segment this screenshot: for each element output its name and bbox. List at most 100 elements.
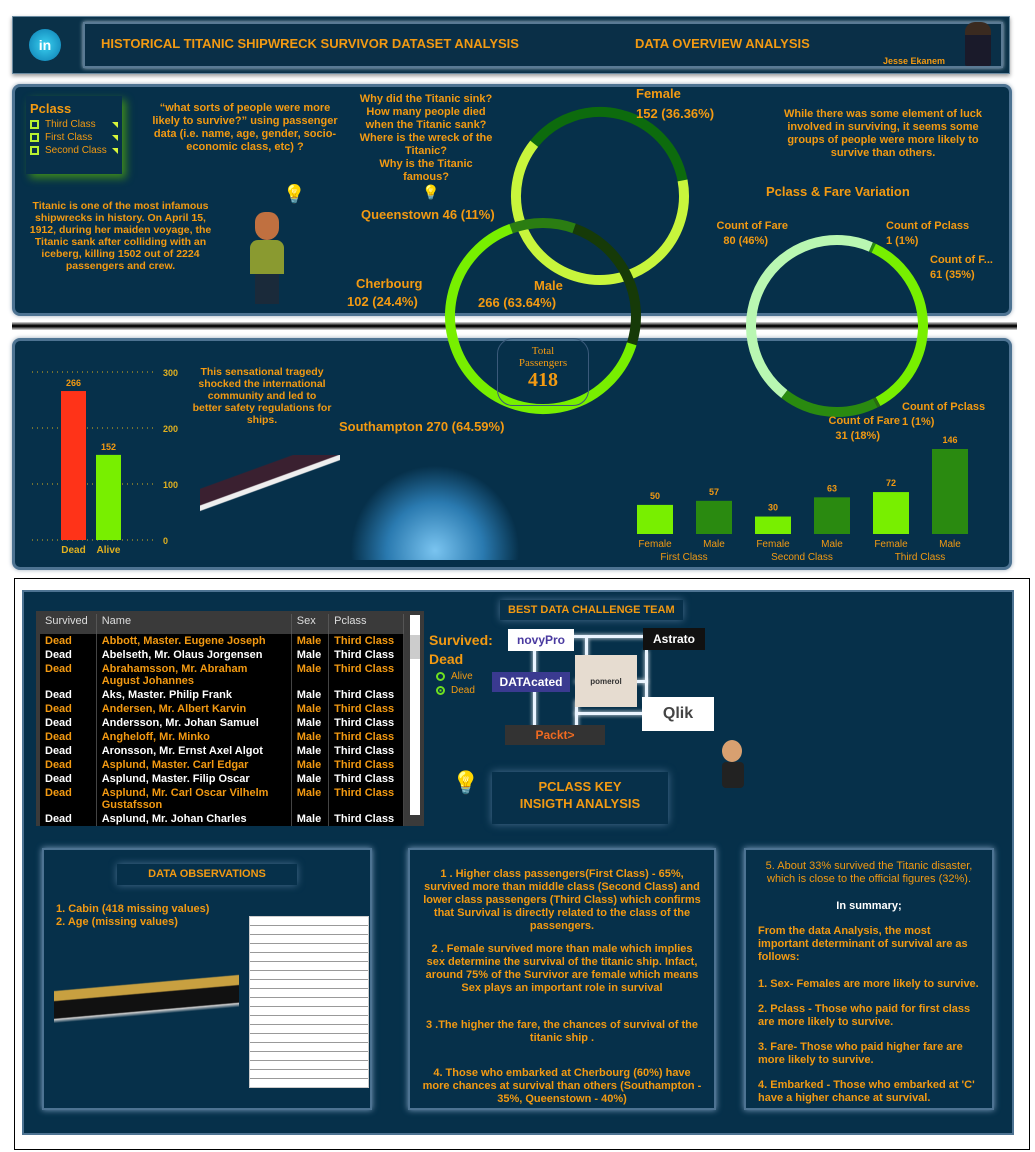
- survived-filter-value: Dead: [429, 651, 464, 667]
- table-row[interactable]: Dead Abelseth, Mr. Olaus Jorgensen Male Thi…: [40, 648, 404, 662]
- table-row[interactable]: Dead Aronsson, Mr. Ernst Axel Algot Male Th…: [40, 744, 404, 758]
- bar-pclass-sex[interactable]: [696, 500, 732, 534]
- table-row[interactable]: Dead Asplund, Master. Filip Oscar Male Thir…: [40, 772, 404, 786]
- summary-point: 2. Pclass - Those who paid for first cla…: [758, 1003, 971, 1028]
- fare-slice[interactable]: [868, 242, 876, 253]
- radio-alive[interactable]: Alive: [428, 671, 475, 682]
- table-cell: Dead: [40, 772, 97, 786]
- corner-marker-icon: [112, 134, 118, 141]
- table-cell: Male: [291, 662, 330, 688]
- bar-pclass-sex[interactable]: [873, 492, 909, 534]
- table-cell: Third Class: [328, 758, 404, 772]
- radio-icon: [436, 686, 445, 695]
- bar-alive[interactable]: [96, 454, 121, 540]
- table-cell: Dead: [40, 702, 97, 716]
- luck-text: While there was some element of luck inv…: [783, 108, 983, 159]
- chart-label: 31 (18%): [835, 430, 880, 442]
- table-cell: Third Class: [328, 716, 404, 730]
- lightbulb-icon: 💡: [283, 184, 306, 204]
- table-cell: Abrahamsson, Mr. Abraham August Johannes: [96, 662, 292, 688]
- team-logo: Qlik: [642, 697, 714, 731]
- table-row[interactable]: Dead Angheloff, Mr. Minko Male Third Class: [40, 730, 404, 744]
- finding-text: 1 . Higher class passengers(First Class)…: [423, 868, 701, 932]
- radio-dead[interactable]: Dead: [428, 685, 475, 696]
- team-logo: Packt>: [505, 725, 605, 745]
- radio-label: Dead: [451, 685, 475, 696]
- embarked-slice[interactable]: [445, 223, 637, 414]
- fare-slice[interactable]: [746, 235, 873, 398]
- chart-label: Second Class: [771, 552, 833, 563]
- chart-label: Male: [939, 539, 961, 550]
- embarked-slice[interactable]: [509, 218, 576, 234]
- table-cell: Dead: [40, 812, 97, 826]
- chart-label: Count of Pclass: [902, 401, 985, 413]
- page-subtitle: DATA OVERVIEW ANALYSIS: [635, 36, 810, 51]
- chart-label: 50: [650, 491, 660, 501]
- pclass-slicer: Pclass Third Class First Class Second Clas…: [26, 96, 122, 174]
- table-row[interactable]: Dead Abrahamsson, Mr. Abraham August Joha…: [40, 662, 404, 688]
- column-header[interactable]: Survived: [40, 614, 97, 634]
- linkedin-icon[interactable]: in: [29, 29, 61, 61]
- fare-slice[interactable]: [781, 389, 878, 417]
- bar-pclass-sex[interactable]: [755, 516, 791, 534]
- column-header[interactable]: Pclass: [328, 614, 404, 634]
- finding-text: 2 . Female survived more than male which…: [425, 943, 699, 994]
- chart-label: Female: [636, 86, 681, 101]
- checkbox-icon[interactable]: [30, 133, 39, 142]
- table-cell: Dead: [40, 786, 97, 812]
- slicer-item[interactable]: First Class: [30, 132, 118, 143]
- fare-chart-title: Pclass & Fare Variation: [766, 184, 910, 199]
- chart-label: 146: [942, 435, 957, 445]
- table-cell: Dead: [40, 634, 97, 648]
- column-header[interactable]: Sex: [291, 614, 330, 634]
- fare-slice[interactable]: [871, 243, 928, 406]
- checkbox-icon[interactable]: [30, 120, 39, 129]
- splash-ship-image: [350, 465, 520, 560]
- chart-label: Male: [821, 539, 843, 550]
- sex-slice[interactable]: [530, 107, 688, 182]
- table-row[interactable]: Dead Asplund, Master. Carl Edgar Male Third…: [40, 758, 404, 772]
- table-row[interactable]: Dead Abbott, Master. Eugene Joseph Male Thi…: [40, 634, 404, 648]
- observation-item: 2. Age (missing values): [56, 916, 178, 928]
- slicer-item-label: Third Class: [45, 119, 96, 130]
- table-cell: Asplund, Master. Filip Oscar: [96, 772, 292, 786]
- table-row[interactable]: Dead Aks, Master. Philip Frank Male Third C…: [40, 688, 404, 702]
- chart-label: 266: [66, 378, 81, 388]
- table-row[interactable]: Dead Andersen, Mr. Albert Karvin Male Third…: [40, 702, 404, 716]
- sex-slice[interactable]: [511, 140, 689, 285]
- table-scrollbar[interactable]: [410, 615, 420, 815]
- bar-pclass-sex[interactable]: [932, 449, 968, 534]
- column-header[interactable]: Name: [96, 614, 292, 634]
- slicer-item[interactable]: Third Class: [30, 119, 118, 130]
- table-row[interactable]: Dead Andersson, Mr. Johan Samuel Male Third…: [40, 716, 404, 730]
- bar-pclass-sex[interactable]: [814, 497, 850, 534]
- summary-box: 5. About 33% survived the Titanic disast…: [744, 848, 994, 1110]
- chart-label: 152: [101, 442, 116, 452]
- fare-slice[interactable]: [873, 397, 881, 408]
- table-cell: Dead: [40, 716, 97, 730]
- checkbox-icon[interactable]: [30, 146, 39, 155]
- passenger-table: Survived Name Sex Pclass Dead Abbott, Master.…: [36, 611, 424, 826]
- dashboard-title: HISTORICAL TITANIC SHIPWRECK SURVIVOR DA…: [101, 36, 519, 51]
- thinking-man-illustration: [250, 212, 284, 304]
- table-cell: Third Class: [328, 772, 404, 786]
- radio-icon: [436, 672, 445, 681]
- table-cell: Third Class: [328, 744, 404, 758]
- table-cell: Male: [291, 758, 330, 772]
- slicer-item[interactable]: Second Class: [30, 145, 118, 156]
- bar-dead[interactable]: [61, 391, 86, 540]
- table-cell: Dead: [40, 744, 97, 758]
- why-question: Where is the wreck of the Titanic?: [359, 132, 493, 157]
- table-cell: Angheloff, Mr. Minko: [96, 730, 292, 744]
- intro-text: Titanic is one of the most infamous ship…: [29, 200, 212, 272]
- table-cell: Third Class: [328, 634, 404, 648]
- chart-label: 300: [163, 368, 178, 378]
- bar-pclass-sex[interactable]: [637, 504, 673, 534]
- table-row[interactable]: Dead Asplund, Mr. Johan Charles Male Third …: [40, 812, 404, 826]
- table-row[interactable]: Dead Asplund, Mr. Carl Oscar Vilhelm Gust…: [40, 786, 404, 812]
- observations-title: DATA OBSERVATIONS: [117, 864, 297, 885]
- embarked-slice[interactable]: [572, 223, 641, 346]
- team-title: BEST DATA CHALLENGE TEAM: [500, 600, 683, 620]
- chart-label: Count of F...: [930, 254, 993, 266]
- summary-point: 4. Embarked - Those who embarked at 'C' …: [758, 1079, 975, 1104]
